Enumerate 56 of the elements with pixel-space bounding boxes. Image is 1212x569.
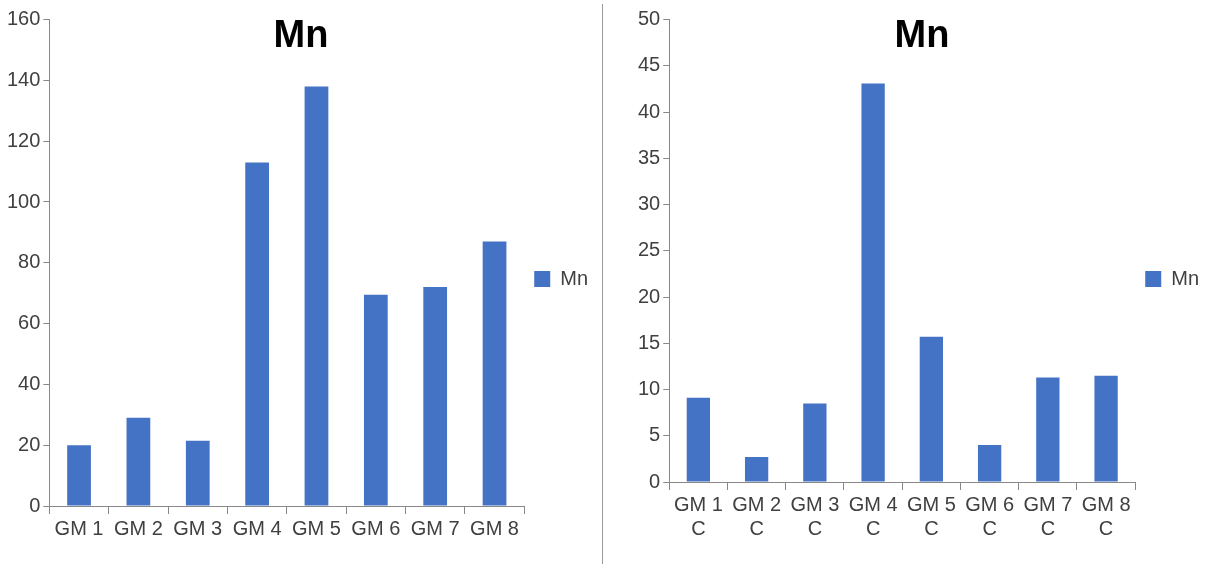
bar (423, 287, 448, 506)
x-tick-label: GM 3 (173, 516, 223, 539)
y-tick-label: 40 (638, 99, 661, 122)
bar (1036, 377, 1060, 482)
x-tick-label: GM 7 (410, 516, 460, 539)
x-tick-label: GM 6 C (965, 492, 1015, 539)
y-tick-label: 40 (18, 371, 41, 394)
y-tick-label: 30 (638, 192, 661, 215)
y-tick-label: 50 (638, 7, 661, 30)
y-tick-label: 0 (29, 493, 41, 516)
chart-title: Mn (894, 13, 950, 56)
x-tick-label: GM 8 (470, 516, 519, 539)
legend-label: Mn (560, 266, 589, 289)
y-tick-label: 15 (638, 330, 661, 353)
y-tick-label: 120 (6, 128, 41, 151)
y-tick-label: 160 (6, 7, 41, 30)
bar (919, 336, 943, 482)
bar (482, 241, 507, 506)
bar (67, 445, 91, 506)
x-tick-label: GM 8 C (1081, 492, 1131, 539)
bar (1094, 375, 1118, 482)
y-tick-label: 140 (6, 67, 41, 90)
y-tick-label: 0 (649, 469, 661, 492)
x-tick-label: GM 5 C (906, 492, 956, 539)
bar (744, 457, 769, 482)
x-tick-label: GM 7 C (1023, 492, 1073, 539)
x-tick-label: GM 3 C (790, 492, 840, 539)
y-tick-label: 5 (649, 423, 661, 446)
y-tick-label: 80 (18, 250, 41, 273)
bar (304, 86, 329, 506)
bar (977, 445, 1002, 482)
x-tick-label: GM 6 (351, 516, 401, 539)
y-tick-label: 45 (638, 53, 661, 76)
bar (245, 162, 269, 506)
y-tick-label: 60 (18, 311, 41, 334)
y-tick-label: 20 (638, 284, 661, 307)
x-tick-label: GM 2 (113, 516, 163, 539)
x-tick-label: GM 2 C (732, 492, 782, 539)
bar (185, 440, 210, 506)
x-tick-label: GM 1 (54, 516, 104, 539)
bar (803, 403, 827, 482)
y-tick-label: 10 (638, 377, 661, 400)
bar (126, 417, 151, 506)
x-tick-label: GM 1 C (673, 492, 723, 539)
y-tick-label: 35 (638, 145, 661, 168)
y-tick-label: 20 (18, 432, 41, 455)
bar (686, 397, 711, 482)
bar (363, 294, 388, 506)
chart-title: Mn (273, 13, 329, 56)
x-tick-label: GM 4 C (848, 492, 898, 539)
bar (861, 83, 885, 482)
legend-label: Mn (1171, 266, 1200, 289)
y-tick-label: 100 (6, 189, 41, 212)
y-tick-label: 25 (638, 238, 661, 261)
x-tick-label: GM 5 (292, 516, 341, 539)
x-tick-label: GM 4 (232, 516, 282, 539)
